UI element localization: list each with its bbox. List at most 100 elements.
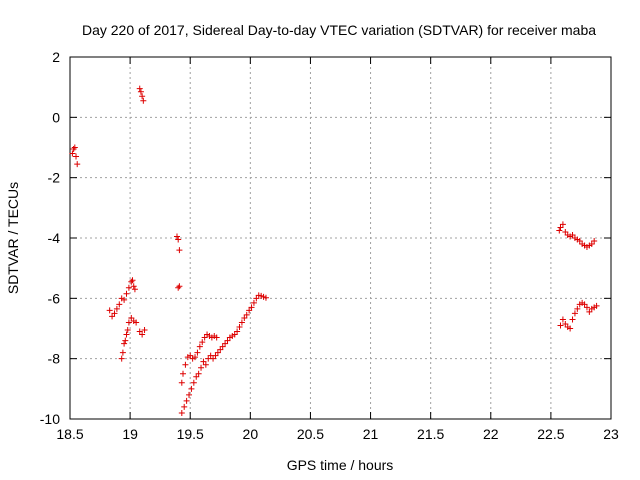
data-point-marker xyxy=(106,307,113,314)
x-tick-label: 20 xyxy=(243,426,259,442)
data-point-marker xyxy=(231,331,238,338)
data-point-marker xyxy=(133,319,140,326)
data-point-marker xyxy=(200,358,207,365)
data-point-marker xyxy=(213,334,220,341)
data-point-marker xyxy=(123,331,130,338)
data-point-marker xyxy=(121,340,128,347)
data-point-marker xyxy=(243,311,250,318)
data-point-marker xyxy=(125,319,132,326)
data-point-marker xyxy=(122,337,129,344)
data-point-marker xyxy=(234,328,241,335)
data-point-marker xyxy=(136,85,143,92)
data-point-marker xyxy=(176,247,183,254)
data-point-marker xyxy=(210,355,217,362)
data-point-marker xyxy=(124,327,131,334)
data-point-marker xyxy=(140,97,147,104)
data-point-marker xyxy=(183,397,190,404)
data-point-marker xyxy=(219,343,226,350)
y-tick-label: 0 xyxy=(52,109,60,125)
data-point-marker xyxy=(128,314,135,321)
data-point-marker xyxy=(176,283,183,290)
data-point-marker xyxy=(196,343,203,350)
data-point-marker xyxy=(74,161,81,168)
data-point-marker xyxy=(559,316,566,323)
x-tick-label: 19.5 xyxy=(177,426,204,442)
data-point-marker xyxy=(557,322,564,329)
data-point-marker xyxy=(202,361,209,368)
data-point-marker xyxy=(214,349,221,356)
data-point-marker xyxy=(125,284,132,291)
data-point-marker xyxy=(186,391,193,398)
data-point-marker xyxy=(241,314,248,321)
x-tick-label: 21.5 xyxy=(417,426,444,442)
data-point-marker xyxy=(139,93,146,100)
data-point-marker xyxy=(588,241,595,248)
data-point-marker xyxy=(576,238,583,245)
data-point-marker xyxy=(224,337,231,344)
x-tick-label: 20.5 xyxy=(297,426,324,442)
data-point-marker xyxy=(187,352,194,359)
data-point-marker xyxy=(253,295,260,302)
x-tick-label: 19 xyxy=(122,426,138,442)
data-point-marker xyxy=(70,146,77,153)
data-points xyxy=(69,85,600,416)
data-point-marker xyxy=(556,227,563,234)
data-point-marker xyxy=(116,301,123,308)
data-point-marker xyxy=(222,340,229,347)
data-point-marker xyxy=(194,349,201,356)
data-point-marker xyxy=(131,286,138,293)
data-point-marker xyxy=(195,370,202,377)
data-point-marker xyxy=(569,231,576,238)
data-point-marker xyxy=(137,88,144,95)
data-point-marker xyxy=(571,310,578,317)
y-tick-label: -6 xyxy=(48,290,61,306)
data-point-marker xyxy=(583,304,590,311)
data-point-marker xyxy=(69,150,76,157)
x-tick-label: 23 xyxy=(603,426,619,442)
data-point-marker xyxy=(559,221,566,228)
data-point-marker xyxy=(248,304,255,311)
data-point-marker xyxy=(567,325,574,332)
x-tick-label: 21 xyxy=(363,426,379,442)
x-tick-label: 18.5 xyxy=(56,426,83,442)
data-point-marker xyxy=(238,319,245,326)
data-point-marker xyxy=(246,307,253,314)
data-point-marker xyxy=(591,238,598,245)
data-point-marker xyxy=(181,403,188,410)
y-tick-label: -10 xyxy=(40,411,60,427)
data-point-marker xyxy=(217,346,224,353)
data-point-marker xyxy=(109,313,116,320)
data-point-marker xyxy=(111,310,118,317)
data-point-marker xyxy=(136,328,143,335)
data-point-marker xyxy=(121,296,128,303)
data-point-marker xyxy=(574,305,581,312)
y-axis-label: SDTVAR / TECUs xyxy=(5,182,21,294)
y-tick-label: -2 xyxy=(48,170,61,186)
data-point-marker xyxy=(178,409,185,416)
data-point-marker xyxy=(113,305,120,312)
chart-title: Day 220 of 2017, Sidereal Day-to-day VTE… xyxy=(82,22,596,38)
data-point-marker xyxy=(593,302,600,309)
data-point-marker xyxy=(173,233,180,240)
data-point-marker xyxy=(73,153,80,160)
data-point-marker xyxy=(562,320,569,327)
data-point-marker xyxy=(71,144,78,151)
data-point-marker xyxy=(198,364,205,371)
data-point-marker xyxy=(119,349,126,356)
data-point-marker xyxy=(129,277,136,284)
data-point-marker xyxy=(178,379,185,386)
data-point-marker xyxy=(262,294,269,301)
data-point-marker xyxy=(188,385,195,392)
data-point-marker xyxy=(193,373,200,380)
data-point-marker xyxy=(175,236,182,243)
data-point-marker xyxy=(557,224,564,231)
y-tick-label: 2 xyxy=(52,49,60,65)
x-axis-label: GPS time / hours xyxy=(287,457,394,473)
data-point-marker xyxy=(586,308,593,315)
data-point-marker xyxy=(182,361,189,368)
data-point-marker xyxy=(180,370,187,377)
data-point-marker xyxy=(201,334,208,341)
data-point-marker xyxy=(569,316,576,323)
x-tick-label: 22.5 xyxy=(537,426,564,442)
